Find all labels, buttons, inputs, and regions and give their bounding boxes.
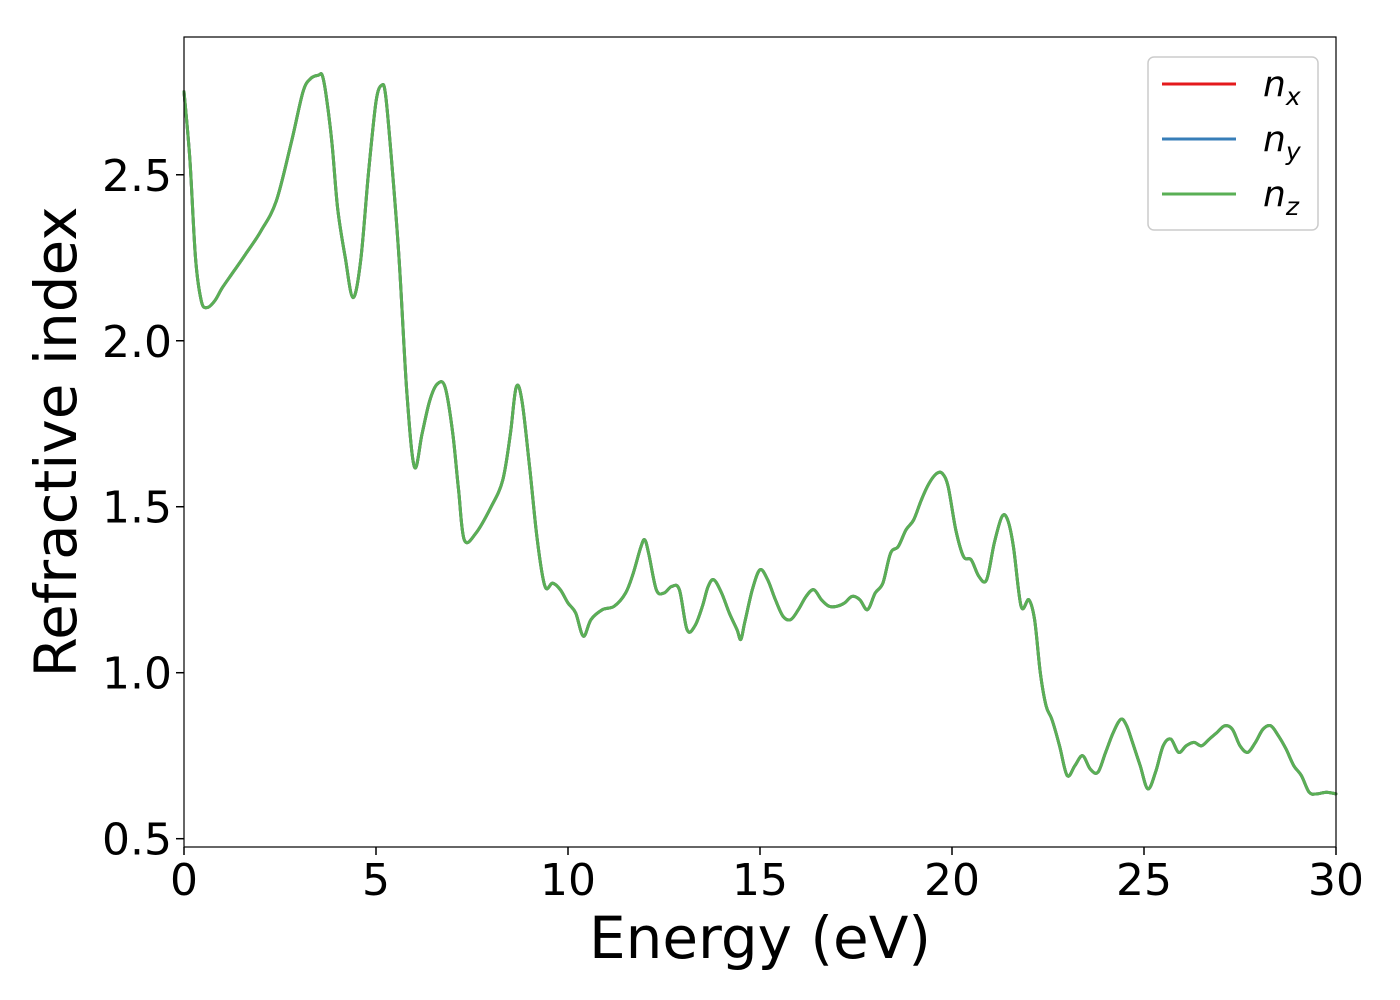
y-tick-label: 1.0 (102, 649, 172, 700)
y-axis: 0.5 1.0 1.5 2.0 2.5 (102, 151, 184, 866)
y-axis-label: Refractive index (22, 206, 90, 677)
series-line-nz (182, 72, 1338, 796)
x-tick-label: 20 (924, 855, 980, 906)
legend: nx ny nz (1147, 56, 1319, 231)
x-tick-label: 25 (1116, 855, 1172, 906)
y-tick-label: 2.5 (102, 151, 172, 202)
x-axis: 0 5 10 15 20 25 30 (170, 847, 1364, 906)
legend-label-ny: ny (1263, 119, 1302, 166)
x-tick-label: 0 (170, 855, 198, 906)
x-axis-label: Energy (eV) (589, 904, 931, 972)
legend-box (1147, 56, 1319, 231)
legend-label-nx: nx (1263, 64, 1301, 111)
x-tick-label: 15 (732, 855, 788, 906)
y-tick-label: 1.5 (102, 483, 172, 534)
plot-area (184, 37, 1336, 847)
y-tick-label: 0.5 (102, 815, 172, 866)
legend-label-nz: nz (1263, 174, 1300, 221)
x-tick-label: 30 (1308, 855, 1364, 906)
series-layer (182, 72, 1338, 796)
y-tick-label: 2.0 (102, 317, 172, 368)
x-tick-label: 5 (362, 855, 390, 906)
x-tick-label: 10 (540, 855, 596, 906)
